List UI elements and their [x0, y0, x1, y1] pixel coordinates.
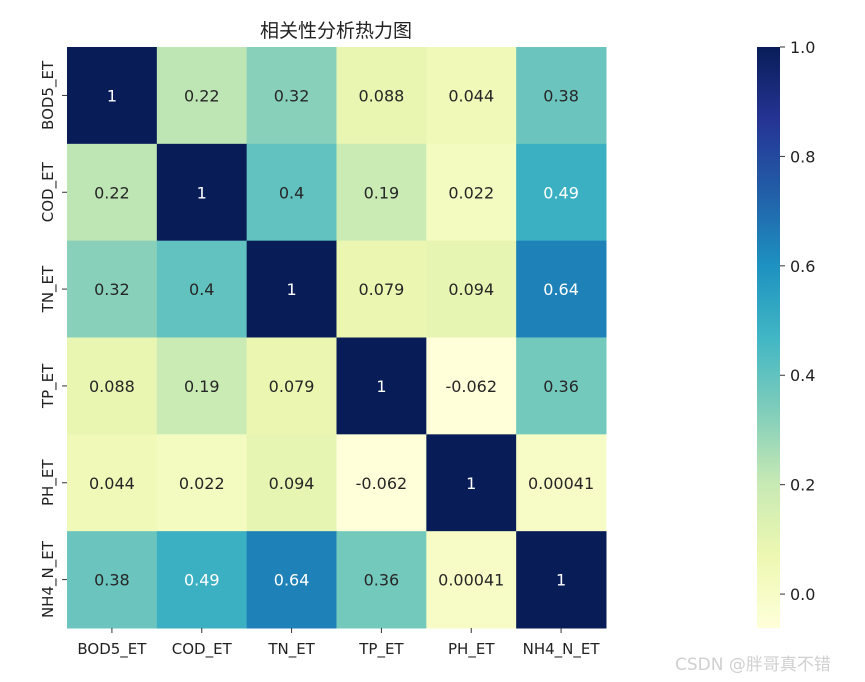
heatmap-cell	[516, 143, 607, 242]
y-tick-label: TP_ET	[39, 363, 58, 409]
x-axis: BOD5_ET COD_ET TN_ET TP_ET PH_ET NH4_N_ET	[77, 628, 600, 659]
y-tick-label: COD_ET	[39, 161, 58, 222]
heatmap-cell	[246, 434, 337, 532]
watermark: CSDN @胖哥真不错	[675, 655, 831, 675]
chart-title: 相关性分析热力图	[260, 20, 412, 42]
x-tick-label: PH_ET	[448, 640, 495, 659]
heatmap-cell	[516, 240, 607, 338]
heatmap-cell	[426, 47, 517, 145]
cell-annotation: 0.044	[89, 474, 135, 493]
heatmap-cell	[67, 434, 158, 532]
cell-annotation: 0.00041	[528, 474, 594, 493]
cell-annotation: 0.64	[274, 571, 310, 590]
heatmap-cell	[426, 434, 517, 532]
heatmap-cell	[246, 337, 337, 435]
heatmap-cell	[336, 240, 427, 338]
cell-annotation: 0.094	[448, 280, 494, 299]
cell-annotation: 0.22	[184, 86, 220, 105]
heatmap-cell	[336, 337, 427, 435]
heatmap-cell	[156, 143, 248, 242]
heatmap-cell	[246, 531, 337, 629]
heatmap-cell	[246, 47, 337, 145]
heatmap-cell	[516, 337, 607, 435]
cell-annotation: 0.36	[543, 377, 579, 396]
heatmap-cell	[426, 531, 517, 629]
x-tick-label: COD_ET	[172, 640, 233, 659]
colorbar-gradient	[757, 47, 780, 628]
cell-annotation: 1	[466, 474, 476, 493]
cell-annotation: 0.49	[184, 571, 220, 590]
cell-annotation: 0.19	[364, 183, 400, 202]
heatmap-cell	[156, 240, 248, 338]
cell-annotation: 0.22	[94, 183, 130, 202]
cell-annotation: 0.079	[269, 377, 315, 396]
heatmap-cell	[156, 531, 248, 629]
cell-annotation: 1	[376, 377, 386, 396]
cell-annotation: 0.19	[184, 377, 220, 396]
heatmap-cell	[516, 531, 607, 629]
cell-annotation: 1	[107, 86, 117, 105]
colorbar: 0.0 0.2 0.4 0.6 0.8 1.0	[757, 38, 815, 628]
x-tick-label: TN_ET	[267, 640, 315, 659]
heatmap-cell	[67, 47, 158, 145]
colorbar-tick-label: 0.0	[790, 585, 815, 604]
cell-annotation: 0.4	[189, 280, 214, 299]
heatmap-cells: 1 0.22 0.32 0.088 0.044 0.38 0.22 1 0.4 0.19 0.022…	[67, 47, 607, 629]
y-tick-label: NH4_N_ET	[39, 540, 58, 618]
heatmap-cell	[246, 240, 337, 338]
heatmap-cell	[336, 47, 427, 145]
colorbar-tick-label: 0.8	[790, 147, 815, 166]
cell-annotation: 0.088	[89, 377, 135, 396]
cell-annotation: 0.32	[94, 280, 130, 299]
heatmap-cell	[336, 531, 427, 629]
cell-annotation: 0.38	[543, 86, 579, 105]
cell-annotation: 0.088	[359, 86, 405, 105]
y-tick-label: BOD5_ET	[39, 60, 58, 130]
heatmap-cell	[67, 531, 158, 629]
y-tick-label: TN_ET	[39, 265, 58, 313]
cell-annotation: 0.4	[279, 183, 304, 202]
cell-annotation: 1	[197, 183, 207, 202]
cell-annotation: 0.022	[448, 183, 494, 202]
heatmap-cell	[426, 337, 517, 435]
cell-annotation: 0.38	[94, 571, 130, 590]
heatmap-cell	[426, 240, 517, 338]
heatmap-cell	[336, 143, 427, 242]
heatmap-cell	[336, 434, 427, 532]
heatmap-cell	[67, 240, 158, 338]
cell-annotation: -0.062	[356, 474, 408, 493]
y-axis: BOD5_ET COD_ET TN_ET TP_ET PH_ET NH4_N_ET	[39, 60, 67, 618]
colorbar-tick-label: 0.2	[790, 476, 815, 495]
cell-annotation: 0.079	[359, 280, 405, 299]
colorbar-tick-label: 0.4	[790, 366, 815, 385]
y-tick-label: PH_ET	[39, 459, 58, 506]
heatmap-cell	[246, 143, 337, 242]
cell-annotation: -0.062	[445, 377, 497, 396]
cell-annotation: 0.49	[543, 183, 579, 202]
heatmap-cell	[67, 143, 158, 242]
heatmap-cell	[156, 47, 248, 145]
cell-annotation: 0.32	[274, 86, 310, 105]
cell-annotation: 0.094	[269, 474, 315, 493]
x-tick-label: TP_ET	[358, 640, 404, 659]
cell-annotation: 0.044	[448, 86, 494, 105]
cell-annotation: 0.022	[179, 474, 225, 493]
cell-annotation: 1	[286, 280, 296, 299]
cell-annotation: 0.36	[364, 571, 400, 590]
heatmap-cell	[156, 337, 248, 435]
colorbar-tick-label: 1.0	[790, 38, 815, 57]
cell-annotation: 0.64	[543, 280, 579, 299]
x-tick-label: NH4_N_ET	[523, 640, 601, 659]
heatmap-cell	[156, 434, 248, 532]
cell-annotation: 0.00041	[438, 571, 504, 590]
colorbar-tick-label: 0.6	[790, 257, 815, 276]
x-tick-label: BOD5_ET	[77, 640, 147, 659]
heatmap-cell	[516, 47, 607, 145]
cell-annotation: 1	[556, 571, 566, 590]
heatmap-cell	[67, 337, 158, 435]
heatmap-cell	[516, 434, 607, 532]
heatmap-cell	[426, 143, 517, 242]
